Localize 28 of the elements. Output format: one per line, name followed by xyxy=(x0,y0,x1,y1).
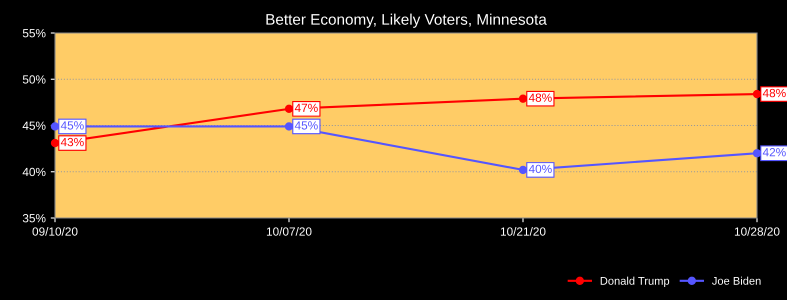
x-tick-label: 10/07/20 xyxy=(266,227,312,236)
point xyxy=(284,104,294,114)
y-tick-label: 40% xyxy=(22,168,46,176)
y-tick-label: 45% xyxy=(22,122,46,130)
data-label: 45% xyxy=(294,121,318,130)
y-tick-label: 50% xyxy=(22,75,46,84)
data-label: 47% xyxy=(294,104,318,112)
point xyxy=(50,122,60,131)
data-label: 40% xyxy=(528,164,552,174)
legend-label: Joe Biden xyxy=(712,276,761,285)
point xyxy=(284,122,294,131)
y-tick-label: 35% xyxy=(22,214,46,222)
chart-title: Better Economy, Likely Voters, Minnesota xyxy=(266,14,547,28)
point xyxy=(518,94,528,103)
data-label: 45% xyxy=(60,121,84,130)
data-label: 42% xyxy=(762,148,786,156)
x-tick-label: 09/10/20 xyxy=(32,227,78,236)
data-label: 48% xyxy=(762,88,786,98)
data-label: 48% xyxy=(528,93,552,102)
x-tick-label: 10/28/20 xyxy=(734,227,780,236)
point xyxy=(50,138,60,148)
point xyxy=(752,90,762,98)
x-tick-label: 10/21/20 xyxy=(500,227,546,236)
y-tick-label: 55% xyxy=(22,29,46,38)
data-label: 43% xyxy=(60,138,84,146)
legend-label: Donald Trump xyxy=(600,276,670,287)
point xyxy=(752,149,762,158)
point xyxy=(518,166,528,174)
